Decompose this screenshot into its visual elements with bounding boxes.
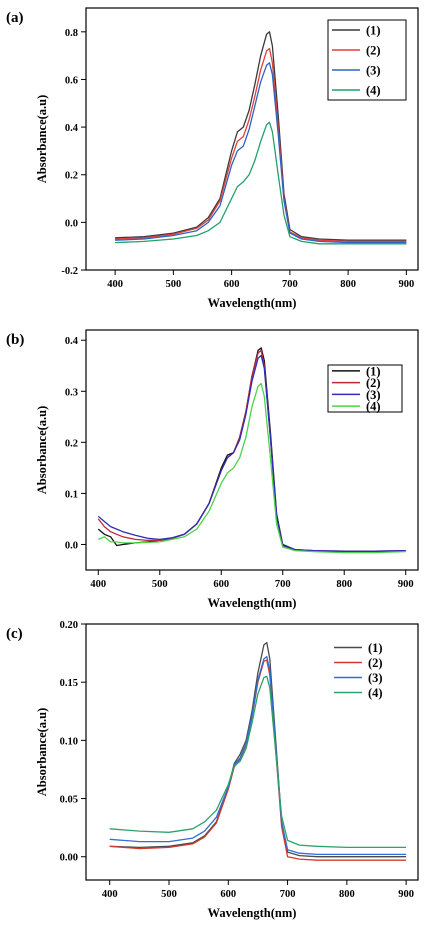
y-axis-label: Absorbance(a.u)	[35, 95, 49, 184]
x-tick-label: 700	[282, 279, 298, 290]
legend-label: (4)	[366, 84, 381, 98]
x-tick-label: 900	[398, 579, 414, 590]
series-line-1	[109, 641, 407, 858]
series-line-3	[115, 62, 407, 244]
x-tick-label: 600	[220, 889, 236, 900]
panel-label: (a)	[6, 10, 24, 26]
legend-label: (1)	[366, 24, 381, 38]
chart-panel-b: (b) 400 500 600 700 800 900 0.0 0.1 0.2 0.3 0.4 Wave…	[6, 329, 419, 610]
y-tick-label: 0.1	[65, 489, 78, 500]
series-line-4	[98, 382, 406, 554]
x-tick-label: 500	[152, 579, 168, 590]
y-tick-label: 0.0	[65, 540, 78, 551]
x-tick-label: 900	[398, 889, 414, 900]
y-tick-label: 0.4	[65, 123, 79, 134]
y-tick-label: -0.2	[61, 266, 78, 277]
series-line-4	[115, 121, 407, 245]
legend-label: (2)	[366, 44, 381, 58]
chart-panel-c: (c) 400 500 600 700 800 900 0.00 0.05 0.10 0.15 0.2…	[6, 620, 419, 920]
x-tick-label: 800	[340, 279, 356, 290]
x-tick-label: 700	[275, 579, 291, 590]
x-axis-label: Wavelength(nm)	[208, 906, 297, 920]
x-tick-label: 700	[280, 889, 296, 900]
y-axis-label: Absorbance(a.u)	[35, 708, 49, 797]
x-tick-label: 500	[161, 889, 177, 900]
series-line-3	[109, 655, 407, 856]
x-axis-label: Wavelength(nm)	[208, 596, 297, 610]
legend-label: (4)	[366, 400, 381, 414]
series-line-4	[109, 675, 407, 849]
legend-box	[327, 364, 403, 413]
y-tick-label: 0.3	[65, 387, 78, 398]
x-tick-label: 500	[165, 279, 181, 290]
legend-label: (2)	[366, 376, 381, 390]
series-line-1	[115, 31, 407, 241]
x-tick-label: 900	[398, 279, 414, 290]
y-tick-label: 0.15	[60, 678, 78, 689]
y-tick-label: 0.8	[65, 28, 78, 39]
y-tick-label: 0.10	[60, 736, 78, 747]
x-tick-label: 400	[90, 579, 106, 590]
panel-label: (b)	[6, 332, 24, 348]
y-tick-label: 0.00	[60, 853, 78, 864]
legend-label: (3)	[368, 671, 383, 685]
panel-label: (c)	[6, 626, 23, 642]
legend-label: (2)	[368, 656, 383, 670]
y-tick-label: 0.6	[65, 75, 78, 86]
series-line-2	[115, 47, 407, 243]
x-tick-label: 400	[102, 889, 118, 900]
y-tick-label: 0.2	[65, 438, 78, 449]
x-tick-label: 800	[336, 579, 352, 590]
y-tick-label: 0.0	[65, 218, 78, 229]
y-tick-label: 0.05	[60, 795, 78, 806]
legend-label: (3)	[366, 64, 381, 78]
legend-label: (1)	[366, 364, 381, 378]
x-tick-label: 600	[224, 279, 240, 290]
y-tick-label: 0.4	[65, 336, 79, 347]
legend-label: (4)	[368, 686, 383, 700]
y-tick-label: 0.20	[60, 620, 78, 631]
y-axis-label: Absorbance(a.u)	[35, 406, 49, 495]
chart-panel-a: (a) 400 500 600 700 800 900 -0.2 0.0 0.2 0.4 0.6 0.8…	[6, 7, 419, 310]
legend-box	[327, 19, 407, 101]
y-tick-label: 0.2	[65, 171, 78, 182]
legend-label: (1)	[368, 641, 383, 655]
x-axis-label: Wavelength(nm)	[208, 296, 297, 310]
legend-label: (3)	[366, 388, 381, 402]
x-tick-label: 600	[213, 579, 229, 590]
x-tick-label: 400	[107, 279, 123, 290]
plot-frame	[85, 7, 419, 271]
legend-box	[330, 640, 398, 700]
x-tick-label: 800	[339, 889, 355, 900]
plot-frame	[85, 623, 419, 881]
plot-frame	[85, 329, 419, 571]
series-line-3	[97, 354, 406, 552]
